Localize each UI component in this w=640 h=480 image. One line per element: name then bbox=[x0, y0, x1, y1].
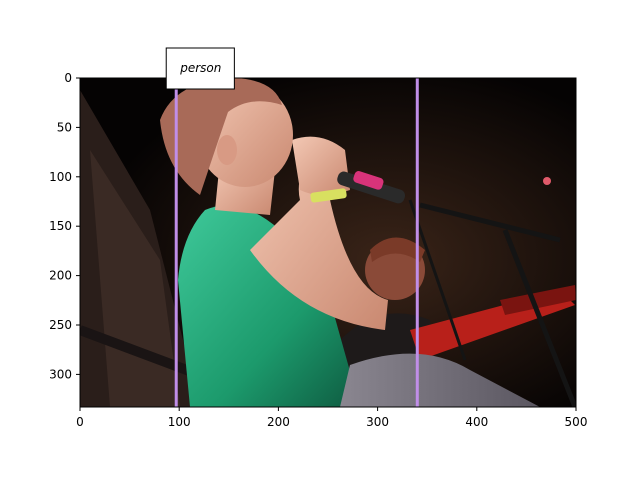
x-axis: 0 100 200 300 400 500 bbox=[76, 407, 587, 429]
annotation-label: person bbox=[179, 61, 221, 75]
x-tick-label: 300 bbox=[366, 415, 389, 429]
x-tick-label: 100 bbox=[168, 415, 191, 429]
annotation-labels: person bbox=[165, 47, 235, 90]
y-tick-label: 0 bbox=[64, 71, 72, 85]
annotation-layer bbox=[174, 78, 419, 407]
y-tick-label: 100 bbox=[49, 170, 72, 184]
y-axis: 0 50 100 150 200 250 300 bbox=[49, 71, 80, 381]
annotation-label-box: person bbox=[165, 47, 235, 90]
x-tick-label: 0 bbox=[76, 415, 84, 429]
x-tick-label: 400 bbox=[465, 415, 488, 429]
y-tick-label: 150 bbox=[49, 219, 72, 233]
axes-frame bbox=[79, 77, 577, 408]
y-tick-label: 300 bbox=[49, 367, 72, 381]
y-tick-label: 200 bbox=[49, 269, 72, 283]
x-tick-label: 500 bbox=[565, 415, 588, 429]
x-tick-label: 200 bbox=[267, 415, 290, 429]
concert-photo bbox=[80, 78, 576, 407]
y-tick-label: 250 bbox=[49, 318, 72, 332]
y-tick-label: 50 bbox=[57, 120, 72, 134]
